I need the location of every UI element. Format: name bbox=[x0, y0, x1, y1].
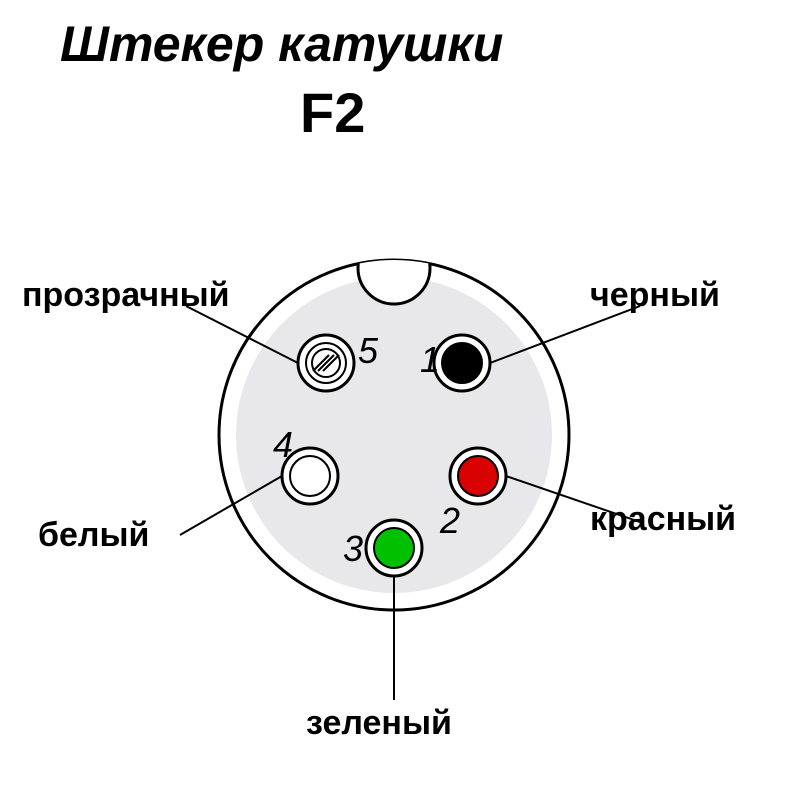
pin-1-fill bbox=[442, 343, 482, 383]
pin-3-label: зеленый bbox=[306, 704, 452, 743]
pin-5-label: прозрачный bbox=[22, 276, 230, 315]
pin-2-number: 2 bbox=[439, 500, 460, 541]
pin-2-fill bbox=[458, 456, 498, 496]
pin-4-number: 4 bbox=[273, 424, 293, 465]
pin-4-label: белый bbox=[38, 516, 149, 555]
pin-5-number: 5 bbox=[358, 330, 379, 371]
pin-1-label: черный bbox=[590, 276, 720, 315]
connector-svg: 1 2 3 4 5 bbox=[0, 0, 788, 800]
diagram-stage: Штекер катушки F2 12345 черныйкрасныйзел… bbox=[0, 0, 788, 800]
pin-3-fill bbox=[374, 528, 414, 568]
pin-2-label: красный bbox=[590, 500, 736, 539]
pin-4-fill bbox=[290, 456, 330, 496]
pin-3-number: 3 bbox=[343, 528, 363, 569]
pin-1-number: 1 bbox=[420, 339, 440, 380]
